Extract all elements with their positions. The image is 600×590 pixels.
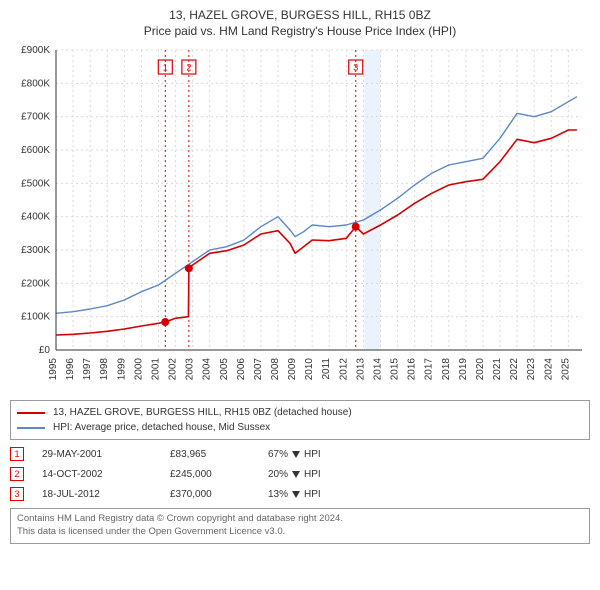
svg-text:2004: 2004 bbox=[202, 358, 213, 381]
chart-title-block: 13, HAZEL GROVE, BURGESS HILL, RH15 0BZ … bbox=[8, 8, 592, 38]
svg-text:2012: 2012 bbox=[338, 358, 349, 381]
transaction-marker: 1 bbox=[10, 447, 24, 461]
svg-text:£800K: £800K bbox=[21, 78, 50, 89]
svg-text:£400K: £400K bbox=[21, 212, 50, 223]
svg-text:2019: 2019 bbox=[458, 358, 469, 381]
attribution-line1: Contains HM Land Registry data © Crown c… bbox=[17, 513, 583, 526]
svg-text:2024: 2024 bbox=[543, 358, 554, 381]
svg-text:2011: 2011 bbox=[321, 358, 332, 380]
transaction-date: 18-JUL-2012 bbox=[42, 489, 152, 500]
svg-text:2017: 2017 bbox=[424, 358, 435, 381]
transaction-date: 14-OCT-2002 bbox=[42, 469, 152, 480]
transaction-price: £245,000 bbox=[170, 469, 250, 480]
svg-text:2007: 2007 bbox=[253, 358, 264, 381]
transaction-hpi-label: HPI bbox=[304, 469, 321, 480]
chart-title-sub: Price paid vs. HM Land Registry's House … bbox=[8, 24, 592, 38]
svg-text:2008: 2008 bbox=[270, 358, 281, 381]
svg-text:2025: 2025 bbox=[560, 358, 571, 381]
svg-text:2001: 2001 bbox=[150, 358, 161, 381]
transaction-date: 29-MAY-2001 bbox=[42, 449, 152, 460]
svg-text:2: 2 bbox=[186, 63, 191, 73]
arrow-down-icon bbox=[292, 451, 300, 458]
transaction-row: 2 14-OCT-2002 £245,000 20% HPI bbox=[10, 464, 590, 484]
svg-text:2020: 2020 bbox=[475, 358, 486, 381]
svg-text:1998: 1998 bbox=[99, 358, 110, 381]
svg-text:£900K: £900K bbox=[21, 45, 50, 56]
svg-text:2015: 2015 bbox=[390, 358, 401, 381]
svg-text:2009: 2009 bbox=[287, 358, 298, 381]
svg-text:£700K: £700K bbox=[21, 112, 50, 123]
transaction-row: 3 18-JUL-2012 £370,000 13% HPI bbox=[10, 484, 590, 504]
transaction-marker: 3 bbox=[10, 487, 24, 501]
chart-title-main: 13, HAZEL GROVE, BURGESS HILL, RH15 0BZ bbox=[8, 8, 592, 22]
legend-item: 13, HAZEL GROVE, BURGESS HILL, RH15 0BZ … bbox=[17, 405, 583, 420]
svg-text:£300K: £300K bbox=[21, 245, 50, 256]
svg-text:3: 3 bbox=[353, 63, 358, 73]
legend-label: 13, HAZEL GROVE, BURGESS HILL, RH15 0BZ … bbox=[53, 405, 352, 420]
transaction-price: £83,965 bbox=[170, 449, 250, 460]
arrow-down-icon bbox=[292, 491, 300, 498]
transaction-row: 1 29-MAY-2001 £83,965 67% HPI bbox=[10, 444, 590, 464]
transaction-hpi: 67% HPI bbox=[268, 449, 321, 460]
svg-text:1996: 1996 bbox=[65, 358, 76, 381]
svg-text:2022: 2022 bbox=[509, 358, 520, 381]
svg-text:2003: 2003 bbox=[185, 358, 196, 381]
transaction-hpi-pct: 67% bbox=[268, 449, 288, 460]
svg-text:1995: 1995 bbox=[48, 358, 59, 381]
svg-text:2023: 2023 bbox=[526, 358, 537, 381]
transaction-hpi-pct: 20% bbox=[268, 469, 288, 480]
svg-text:2005: 2005 bbox=[219, 358, 230, 381]
svg-text:2006: 2006 bbox=[236, 358, 247, 381]
attribution-box: Contains HM Land Registry data © Crown c… bbox=[10, 508, 590, 544]
line-chart-svg: £0 £100K £200K £300K £400K £500K £600K £700K £80… bbox=[8, 44, 592, 394]
legend-label: HPI: Average price, detached house, Mid … bbox=[53, 420, 270, 435]
transaction-hpi-pct: 13% bbox=[268, 489, 288, 500]
chart-legend: 13, HAZEL GROVE, BURGESS HILL, RH15 0BZ … bbox=[10, 400, 590, 440]
svg-text:1: 1 bbox=[163, 63, 168, 73]
chart-area: £0 £100K £200K £300K £400K £500K £600K £700K £80… bbox=[8, 44, 592, 394]
svg-text:2013: 2013 bbox=[355, 358, 366, 381]
svg-text:1997: 1997 bbox=[82, 358, 93, 381]
arrow-down-icon bbox=[292, 471, 300, 478]
legend-swatch bbox=[17, 427, 45, 429]
transaction-price: £370,000 bbox=[170, 489, 250, 500]
svg-text:2010: 2010 bbox=[304, 358, 315, 381]
svg-text:2016: 2016 bbox=[407, 358, 418, 381]
svg-text:£0: £0 bbox=[39, 345, 51, 356]
transaction-hpi: 13% HPI bbox=[268, 489, 321, 500]
svg-text:2018: 2018 bbox=[441, 358, 452, 381]
svg-text:£100K: £100K bbox=[21, 312, 50, 323]
svg-text:1999: 1999 bbox=[116, 358, 127, 381]
svg-text:£500K: £500K bbox=[21, 178, 50, 189]
svg-text:£200K: £200K bbox=[21, 278, 50, 289]
legend-item: HPI: Average price, detached house, Mid … bbox=[17, 420, 583, 435]
transaction-hpi-label: HPI bbox=[304, 489, 321, 500]
transactions-table: 1 29-MAY-2001 £83,965 67% HPI 2 14-OCT-2002 £24… bbox=[10, 444, 590, 504]
svg-text:2002: 2002 bbox=[168, 358, 179, 381]
svg-text:£600K: £600K bbox=[21, 145, 50, 156]
transaction-hpi: 20% HPI bbox=[268, 469, 321, 480]
svg-text:2021: 2021 bbox=[492, 358, 503, 381]
attribution-line2: This data is licensed under the Open Gov… bbox=[17, 526, 583, 539]
svg-text:2000: 2000 bbox=[133, 358, 144, 381]
transaction-hpi-label: HPI bbox=[304, 449, 321, 460]
transaction-marker: 2 bbox=[10, 467, 24, 481]
svg-text:2014: 2014 bbox=[372, 358, 383, 381]
legend-swatch bbox=[17, 412, 45, 414]
